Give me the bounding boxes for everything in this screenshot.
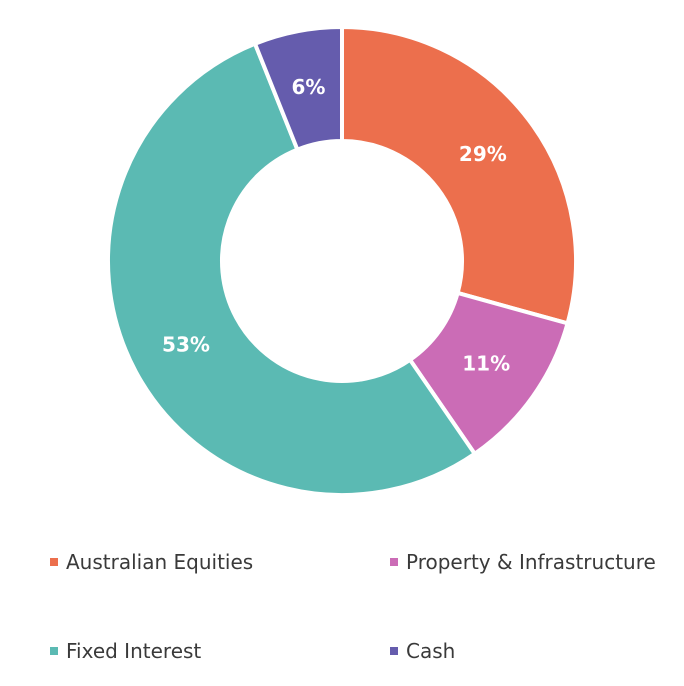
donut-slices bbox=[106, 24, 578, 497]
donut-value-labels: 29% 11% 53% 6% bbox=[162, 75, 510, 375]
slice-label-fixed-interest: 53% bbox=[162, 333, 210, 357]
slice-australian-equities bbox=[340, 24, 578, 326]
slice-fixed-interest bbox=[106, 41, 478, 497]
slice-label-cash: 6% bbox=[292, 75, 326, 99]
slice-label-australian-equities: 29% bbox=[459, 142, 507, 166]
slice-label-property-infrastructure: 11% bbox=[462, 352, 510, 376]
slice-cash bbox=[252, 24, 344, 153]
